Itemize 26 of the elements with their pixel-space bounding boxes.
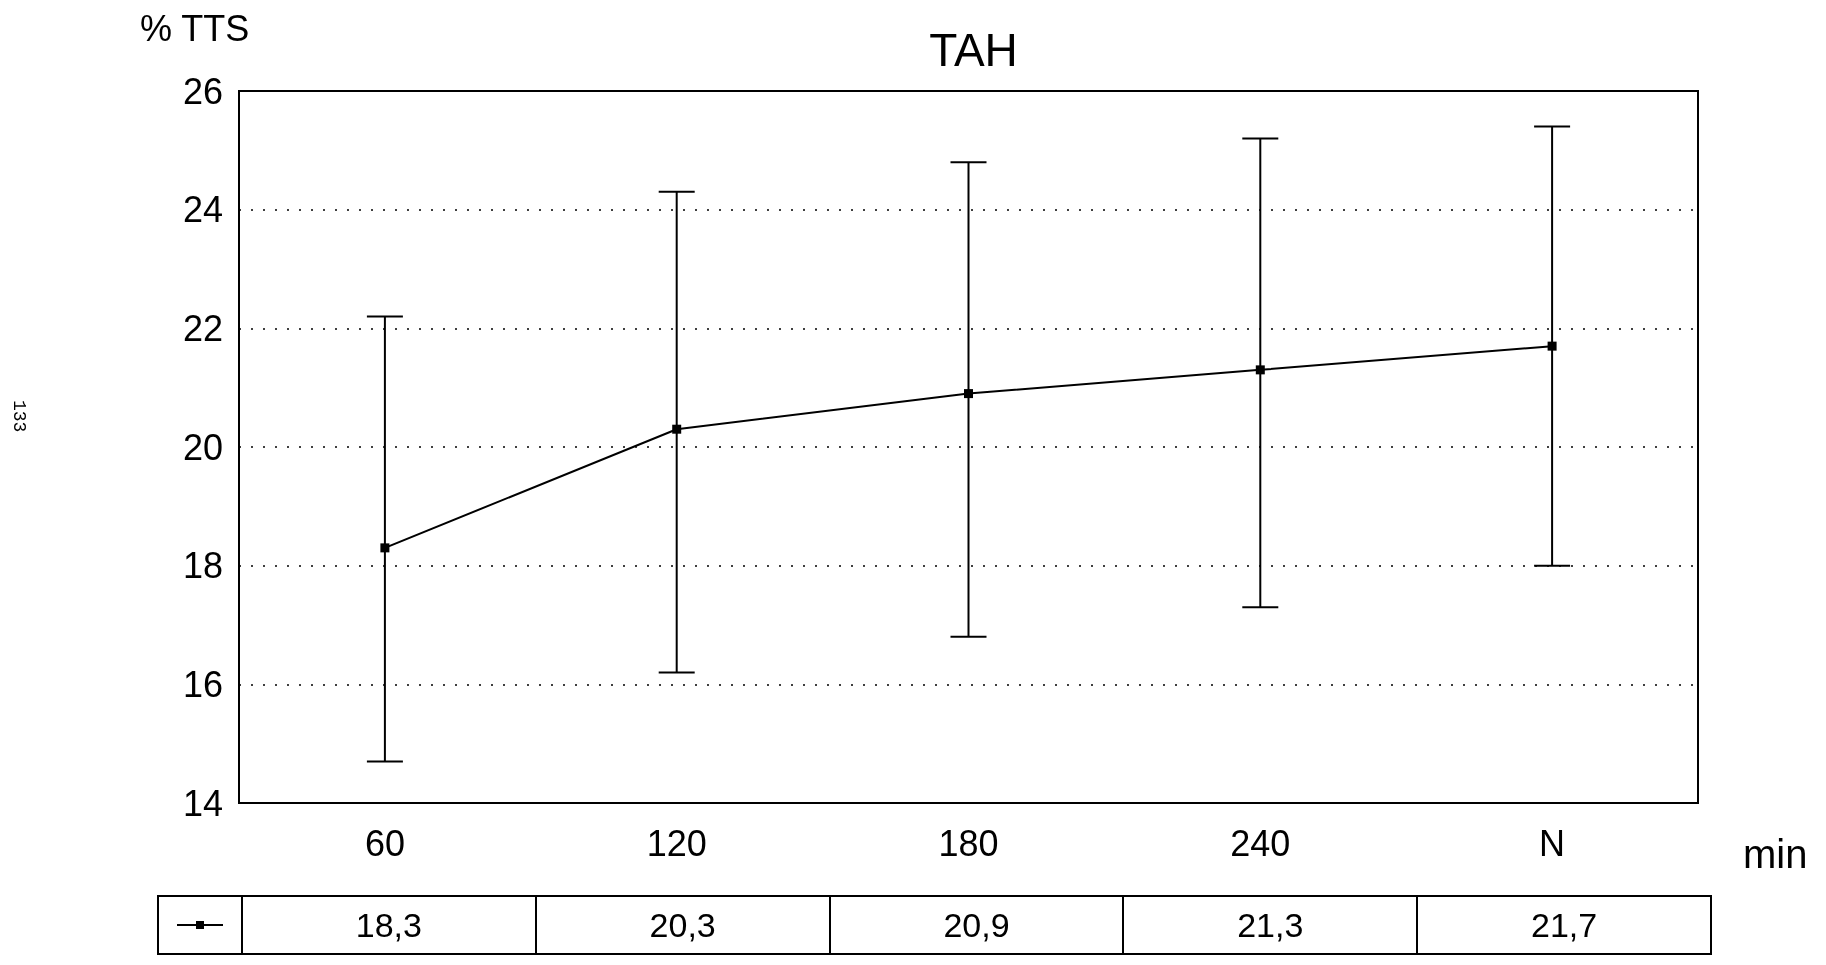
x-axis-title: min — [1743, 832, 1808, 876]
x-tick-label: N — [1539, 822, 1566, 864]
x-tick-label: 180 — [938, 822, 999, 864]
y-tick-label: 18 — [182, 545, 223, 587]
y-tick-label: 14 — [182, 782, 223, 824]
data-label: 20,3 — [535, 896, 830, 954]
y-tick-label: 22 — [182, 307, 223, 349]
chart-title: TAH — [929, 24, 1018, 76]
point — [672, 424, 682, 434]
point — [964, 389, 973, 399]
x-tick-label: 240 — [1230, 822, 1291, 864]
data-label: 21,3 — [1123, 896, 1418, 954]
y-tick-label: 20 — [182, 426, 223, 468]
point — [1547, 341, 1557, 351]
y-tick-label: 26 — [182, 70, 223, 112]
point — [1255, 365, 1265, 375]
text: 133 — [9, 400, 29, 433]
x-tick-label: 120 — [646, 822, 707, 864]
y-tick-label: 16 — [182, 663, 223, 705]
data-label: 21,7 — [1417, 896, 1711, 954]
data-label: 20,9 — [829, 896, 1124, 954]
y-tick-label: 24 — [182, 189, 223, 231]
point — [380, 543, 390, 553]
y-axis-title: % TTS — [140, 7, 250, 49]
data-label: 18,3 — [242, 896, 536, 954]
x-tick-label: 60 — [364, 822, 405, 864]
